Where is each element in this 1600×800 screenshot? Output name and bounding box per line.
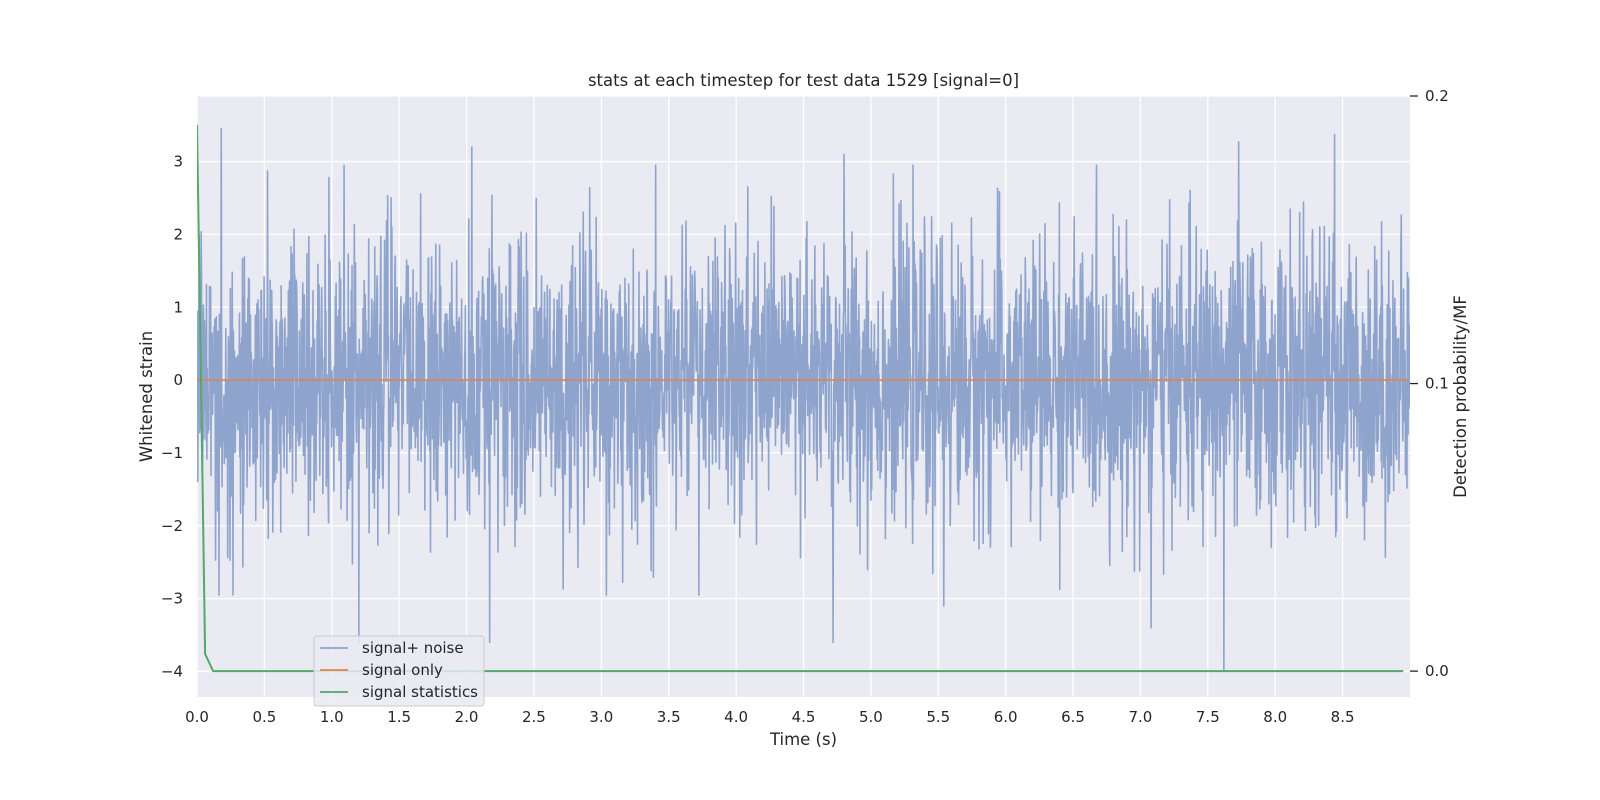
x-tick-label: 7.5 xyxy=(1196,708,1220,726)
x-tick-label: 2.5 xyxy=(522,708,546,726)
y-tick-label: −1 xyxy=(161,444,183,462)
y-axis-right-title: Detection probability/MF xyxy=(1451,295,1470,498)
y-tick-label: −4 xyxy=(161,663,183,681)
y-tick-label: 0 xyxy=(173,371,183,389)
x-tick-label: 8.5 xyxy=(1331,708,1355,726)
x-tick-label: 6.5 xyxy=(1061,708,1085,726)
legend: signal+ noise signal only signal statistic… xyxy=(313,635,485,707)
x-tick-label: 3.5 xyxy=(657,708,681,726)
x-tick-label: 5.0 xyxy=(859,708,883,726)
y-tick-label: −2 xyxy=(161,517,183,535)
x-tick-label: 8.0 xyxy=(1263,708,1287,726)
y-axis-ticks: 3 2 1 0 −1 −2 −3 −4 xyxy=(161,153,183,681)
series-signal-statistics-line xyxy=(197,124,1404,673)
legend-box xyxy=(313,635,485,707)
x-tick-label: 0.0 xyxy=(185,708,209,726)
x-tick-label: 1.5 xyxy=(387,708,411,726)
x-tick-label: 1.0 xyxy=(320,708,344,726)
y-tick-label: 1 xyxy=(173,298,183,316)
x-tick-label: 0.5 xyxy=(252,708,276,726)
legend-label: signal only xyxy=(362,661,443,679)
x-tick-label: 4.0 xyxy=(724,708,748,726)
x-tick-label: 3.0 xyxy=(589,708,613,726)
x-tick-label: 6.0 xyxy=(994,708,1018,726)
x-tick-label: 4.5 xyxy=(792,708,816,726)
legend-label: signal+ noise xyxy=(362,639,464,657)
plot-lines xyxy=(197,124,1410,673)
y-axis-title: Whitened strain xyxy=(137,331,156,462)
x-tick-label: 5.5 xyxy=(926,708,950,726)
y-axis-right-ticks: 0.2 0.1 0.0 xyxy=(1410,87,1449,680)
y-right-tick-label: 0.1 xyxy=(1425,375,1449,393)
y-tick-label: 2 xyxy=(173,225,183,243)
x-tick-label: 7.0 xyxy=(1129,708,1153,726)
chart-title: stats at each timestep for test data 152… xyxy=(588,71,1019,90)
x-tick-label: 2.0 xyxy=(455,708,479,726)
y-tick-label: 3 xyxy=(173,153,183,171)
y-tick-label: −3 xyxy=(161,590,183,608)
x-axis-title: Time (s) xyxy=(769,730,837,749)
x-axis-ticks: 0.0 0.5 1.0 1.5 2.0 2.5 3.0 3.5 4.0 4.5 5.0 5.5 6.0 6… xyxy=(185,708,1354,726)
y-right-tick-label: 0.0 xyxy=(1425,662,1449,680)
y-right-tick-label: 0.2 xyxy=(1425,87,1449,105)
legend-label: signal statistics xyxy=(362,683,478,701)
